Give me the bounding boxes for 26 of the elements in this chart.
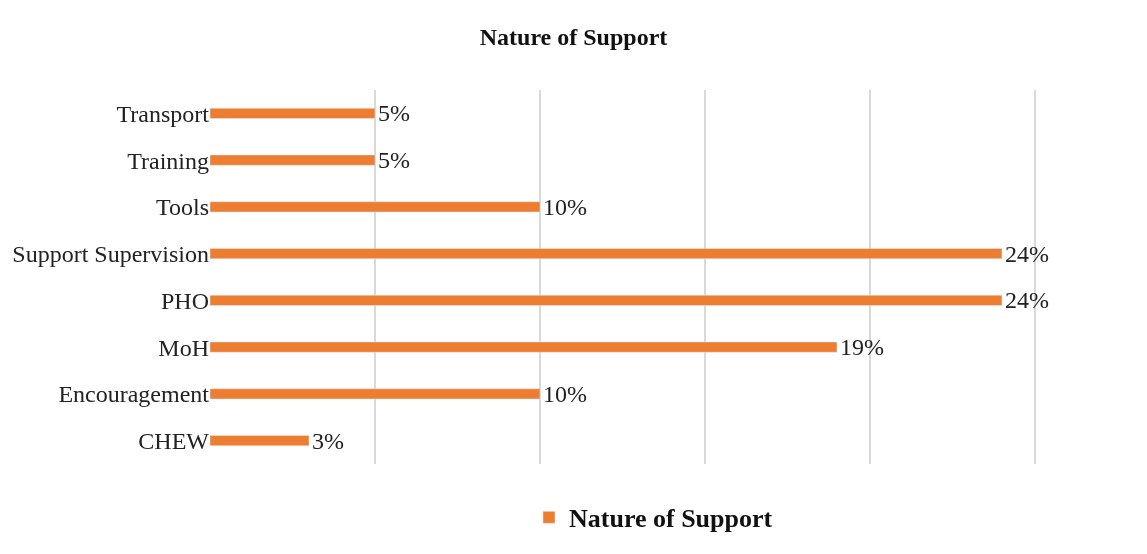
bar [210,201,541,213]
data-label: 19% [839,334,884,361]
y-tick-label: Training [127,147,209,174]
chart-title: Nature of Support [479,23,668,50]
data-label: 24% [1004,240,1049,267]
bar [210,154,376,166]
bar [210,248,1003,260]
data-label: 5% [377,100,410,127]
bar [210,435,310,447]
y-tick-label: Tools [156,194,209,221]
bar [210,388,541,400]
y-tick-label: CHEW [138,428,210,455]
y-tick-label: Encouragement [58,381,210,408]
y-tick-label: MoH [158,334,209,361]
bar [210,294,1003,306]
y-tick-label: Transport [116,100,210,127]
data-label: 3% [312,427,344,454]
data-label: 10% [542,380,587,407]
bar [210,107,376,119]
data-label: 24% [1004,287,1049,314]
y-tick-label: Support Supervision [12,241,209,268]
data-label: 5% [377,147,410,174]
bar [210,341,838,353]
data-label: 10% [542,193,587,220]
legend-label: Nature of Support [569,504,773,534]
y-tick-label: PHO [160,287,209,314]
